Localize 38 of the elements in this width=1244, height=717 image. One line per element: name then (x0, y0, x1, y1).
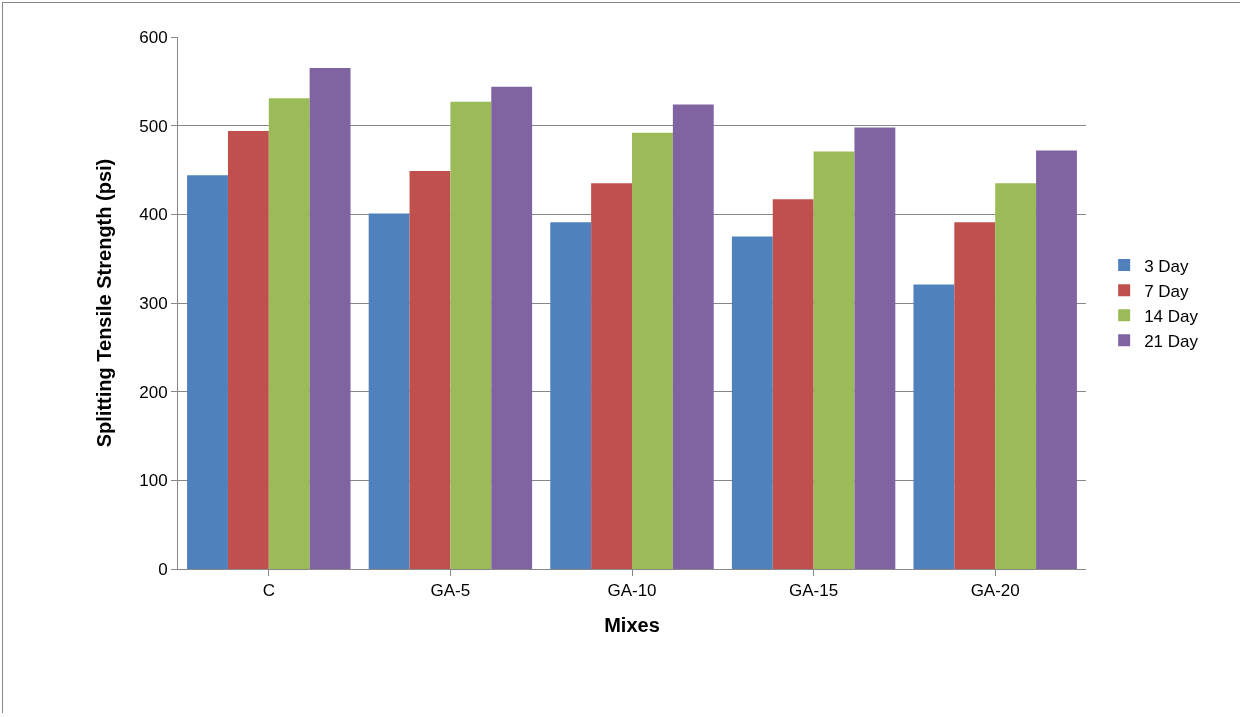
bar (409, 170, 451, 569)
x-tick-label: C (262, 581, 275, 601)
bar (268, 98, 310, 569)
bar (772, 199, 814, 569)
y-tick-label: 300 (139, 293, 168, 313)
bar (227, 130, 269, 569)
bar (995, 183, 1037, 569)
legend-label: 14 Day (1144, 306, 1199, 326)
bar (591, 183, 632, 569)
bar (632, 132, 673, 569)
legend-label: 7 Day (1144, 281, 1190, 301)
x-tick-label: GA-15 (789, 581, 839, 601)
y-tick-label: 200 (139, 382, 168, 402)
bar (913, 284, 955, 569)
bar (368, 213, 410, 569)
y-axis-title: Splitting Tensile Strength (psi) (92, 158, 115, 448)
bar (550, 222, 592, 569)
bar (309, 68, 351, 569)
bar (672, 104, 714, 569)
y-tick-label: 500 (139, 116, 168, 136)
y-tick-label: 400 (139, 205, 168, 225)
bar (450, 101, 492, 569)
x-tick-label: GA-5 (430, 581, 471, 601)
bar (1036, 150, 1077, 569)
bar (731, 236, 773, 569)
legend-label: 3 Day (1144, 256, 1190, 276)
bar (954, 222, 996, 569)
bar (187, 175, 228, 569)
x-axis-title: Mixes (604, 613, 660, 636)
bar (813, 151, 855, 569)
bar (491, 86, 533, 569)
y-tick-label: 0 (158, 559, 168, 579)
x-tick-label: GA-20 (970, 581, 1020, 601)
bar (854, 127, 896, 569)
legend-label: 21 Day (1144, 331, 1199, 351)
y-tick-label: 600 (139, 27, 168, 47)
y-tick-label: 100 (139, 471, 168, 491)
x-tick-label: GA-10 (607, 581, 657, 601)
